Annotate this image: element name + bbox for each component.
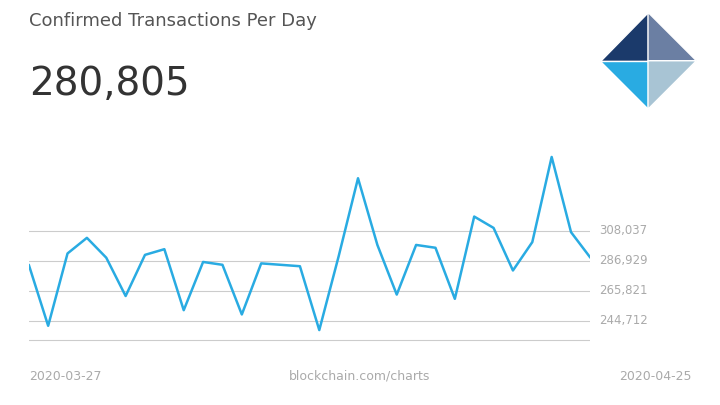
- Text: 308,037: 308,037: [599, 224, 647, 237]
- Text: 2020-04-25: 2020-04-25: [618, 370, 691, 383]
- Text: Confirmed Transactions Per Day: Confirmed Transactions Per Day: [29, 12, 317, 30]
- Text: blockchain.com/charts: blockchain.com/charts: [289, 370, 431, 383]
- Text: 265,821: 265,821: [599, 284, 647, 297]
- Text: 2020-03-27: 2020-03-27: [29, 370, 102, 383]
- Text: 280,805: 280,805: [29, 65, 189, 103]
- Text: 286,929: 286,929: [599, 254, 648, 267]
- Polygon shape: [600, 12, 648, 61]
- Polygon shape: [600, 61, 648, 109]
- Polygon shape: [648, 61, 696, 109]
- Text: 244,712: 244,712: [599, 314, 648, 327]
- Polygon shape: [648, 12, 696, 61]
